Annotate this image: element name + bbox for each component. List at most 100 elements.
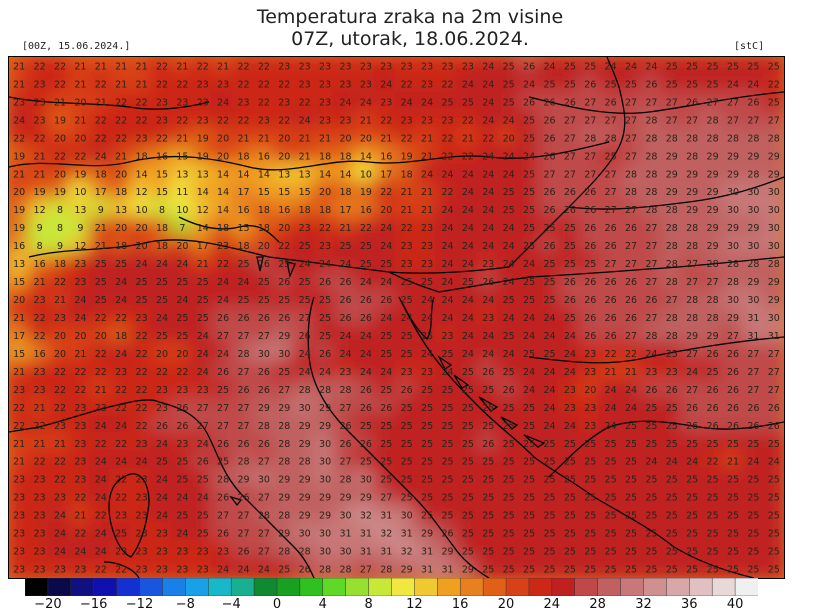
temperature-cell <box>496 540 521 563</box>
grid-value: 23 <box>360 79 372 90</box>
temperature-cell <box>353 432 379 455</box>
grid-value: 28 <box>768 259 780 270</box>
temperature-cell <box>598 468 623 491</box>
temperature-cell <box>88 504 113 527</box>
grid-value: 23 <box>421 62 433 73</box>
grid-value: 24 <box>523 259 535 270</box>
temperature-cell <box>496 252 521 275</box>
grid-value: 25 <box>707 565 719 576</box>
temperature-cell <box>598 216 623 239</box>
temperature-cell <box>231 378 256 401</box>
temperature-cell <box>557 360 583 383</box>
temperature-cell <box>210 414 236 437</box>
grid-value: 22 <box>441 187 453 198</box>
temperature-cell <box>210 270 236 293</box>
grid-value: 26 <box>237 385 249 396</box>
temperature-cell <box>47 558 73 578</box>
grid-value: 26 <box>217 493 229 504</box>
temperature-cell <box>231 450 256 473</box>
temperature-cell <box>537 108 562 131</box>
grid-value: 24 <box>156 439 168 450</box>
temperature-cell <box>578 396 603 419</box>
temperature-cell <box>292 396 317 419</box>
temperature-cell <box>353 342 379 365</box>
grid-value: 25 <box>441 349 453 360</box>
temperature-cell <box>292 73 317 95</box>
temperature-cell <box>414 324 440 347</box>
temperature-cell <box>455 504 481 527</box>
temperature-cell <box>598 270 623 293</box>
temperature-cell <box>190 180 215 203</box>
grid-value: 25 <box>482 385 494 396</box>
grid-value: 25 <box>523 205 535 216</box>
temperature-cell <box>680 126 705 149</box>
colorbar-swatch <box>345 578 370 596</box>
grid-value: 29 <box>319 403 331 414</box>
grid-value: 22 <box>258 97 270 108</box>
grid-value: 26 <box>584 205 596 216</box>
temperature-cell <box>720 522 746 545</box>
grid-value: 21 <box>360 115 372 126</box>
grid-value: 25 <box>686 439 698 450</box>
temperature-cell <box>251 450 277 473</box>
grid-value: 24 <box>564 421 576 432</box>
grid-value: 24 <box>156 313 168 324</box>
grid-value: 26 <box>339 277 351 288</box>
grid-value: 24 <box>543 313 555 324</box>
temperature-cell <box>251 342 277 365</box>
grid-value: 15 <box>156 187 168 198</box>
temperature-cell <box>659 324 684 347</box>
temperature-cell <box>68 306 93 329</box>
grid-value: 25 <box>197 529 209 540</box>
grid-value: 9 <box>37 223 43 234</box>
temperature-cell <box>659 414 684 437</box>
grid-value: 26 <box>319 277 331 288</box>
temperature-cell <box>47 162 73 185</box>
grid-value: 25 <box>278 565 290 576</box>
temperature-cell <box>741 144 766 167</box>
temperature-cell <box>312 468 338 491</box>
temperature-cell <box>149 306 175 329</box>
grid-value: 22 <box>482 133 494 144</box>
colorbar-tick-label: −8 <box>175 597 195 612</box>
temperature-cell <box>414 234 440 257</box>
temperature-cell <box>47 288 73 311</box>
grid-value: 25 <box>707 475 719 486</box>
colorbar-tick-label: 24 <box>543 597 561 612</box>
temperature-cell <box>659 306 684 329</box>
grid-value: 23 <box>34 367 46 378</box>
grid-value: 25 <box>605 547 617 558</box>
grid-value: 24 <box>441 241 453 252</box>
grid-value: 22 <box>278 115 290 126</box>
grid-value: 25 <box>197 295 209 306</box>
grid-value: 25 <box>747 475 759 486</box>
grid-value: 19 <box>54 187 66 198</box>
grid-value: 24 <box>197 493 209 504</box>
grid-value: 22 <box>441 133 453 144</box>
temperature-cell <box>598 450 623 473</box>
grid-value: 28 <box>237 457 249 468</box>
temperature-cell <box>700 396 725 419</box>
temperature-cell <box>47 73 73 95</box>
temperature-cell <box>394 414 419 437</box>
grid-value: 28 <box>747 169 759 180</box>
temperature-cell <box>88 57 113 77</box>
temperature-cell <box>27 360 52 383</box>
grid-value: 29 <box>278 331 290 342</box>
grid-value: 28 <box>258 421 270 432</box>
temperature-cell <box>680 396 705 419</box>
grid-value: 25 <box>217 385 229 396</box>
temperature-cell <box>251 558 277 578</box>
grid-value: 20 <box>176 241 188 252</box>
grid-value: 22 <box>237 79 249 90</box>
temperature-cell <box>578 360 603 383</box>
grid-value: 30 <box>727 187 739 198</box>
temperature-cell <box>394 126 419 149</box>
temperature-cell <box>129 450 154 473</box>
grid-value: 25 <box>523 529 535 540</box>
grid-value: 24 <box>523 313 535 324</box>
grid-value: 25 <box>584 493 596 504</box>
temperature-cell <box>496 486 521 509</box>
temperature-cell <box>312 126 338 149</box>
grid-value: 25 <box>176 331 188 342</box>
